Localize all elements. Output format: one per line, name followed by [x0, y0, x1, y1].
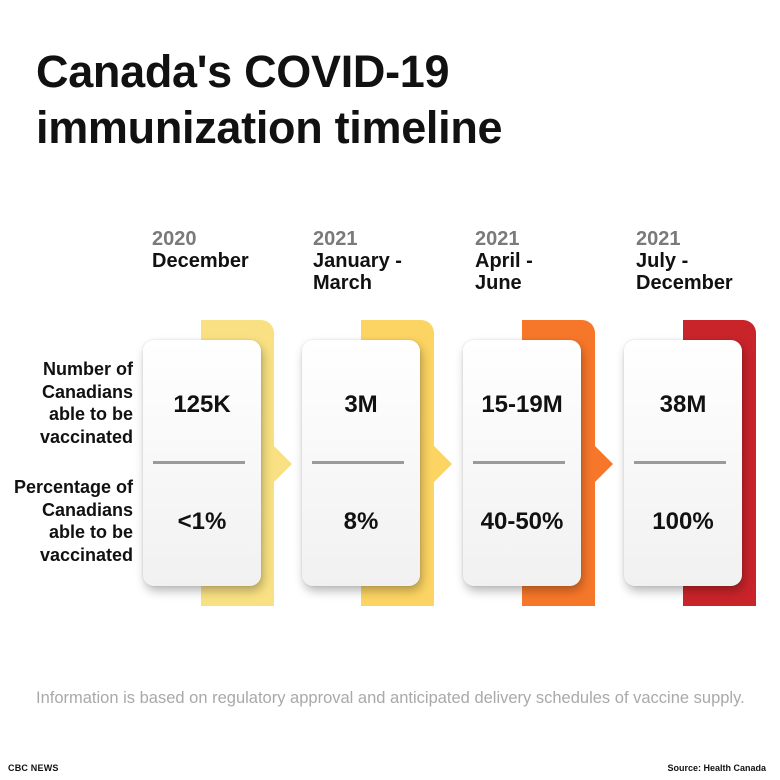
vaccinated-count-value: 3M — [344, 391, 378, 418]
vaccinated-count-value: 125K — [173, 391, 231, 418]
source-credit: Source: Health Canada — [667, 763, 766, 773]
period-label: July - December — [636, 250, 733, 294]
title-line-1: Canada's COVID-19 — [36, 46, 450, 97]
period-header-jan-mar-2021: 2021 January - March — [313, 228, 443, 294]
period-year: 2021 — [313, 228, 358, 250]
card-divider — [312, 461, 404, 464]
card-divider — [153, 461, 245, 464]
footnote: Information is based on regulatory appro… — [36, 689, 745, 707]
row-label-number-of-canadians: Number of Canadians able to be vaccinate… — [39, 359, 133, 447]
vaccinated-count-value: 38M — [659, 391, 707, 418]
period-card-december-2020: 125K <1% — [143, 340, 261, 586]
card-divider — [473, 461, 565, 464]
period-header-apr-jun-2021: 2021 April - June — [475, 228, 605, 294]
timeline-arrow — [595, 446, 613, 482]
period-header-december-2020: 2020 December — [152, 228, 282, 272]
period-year: 2021 — [475, 228, 520, 250]
period-card-jul-dec-2021: 38M 100% — [624, 340, 742, 586]
row-label-percentage-of-canadians: Percentage of Canadians able to be vacci… — [13, 477, 133, 565]
page-title: Canada's COVID-19 immunization timeline — [36, 44, 756, 156]
title-line-2: immunization timeline — [36, 102, 503, 153]
period-year: 2020 — [152, 228, 197, 250]
period-label: December — [152, 250, 249, 272]
vaccinated-percentage-value: <1% — [177, 508, 227, 535]
card-divider — [634, 461, 726, 464]
period-label: January - March — [313, 250, 402, 294]
cbc-news-credit: CBC NEWS — [8, 763, 59, 773]
vaccinated-percentage-value: 40-50% — [480, 508, 564, 535]
timeline-arrow — [274, 446, 292, 482]
period-card-jan-mar-2021: 3M 8% — [302, 340, 420, 586]
period-header-jul-dec-2021: 2021 July - December — [636, 228, 766, 294]
period-card-apr-jun-2021: 15-19M 40-50% — [463, 340, 581, 586]
period-year: 2021 — [636, 228, 681, 250]
vaccinated-percentage-value: 100% — [652, 508, 714, 535]
vaccinated-count-value: 15-19M — [481, 391, 563, 418]
vaccinated-percentage-value: 8% — [343, 508, 379, 535]
timeline-arrow — [434, 446, 452, 482]
period-label: April - June — [475, 250, 533, 294]
